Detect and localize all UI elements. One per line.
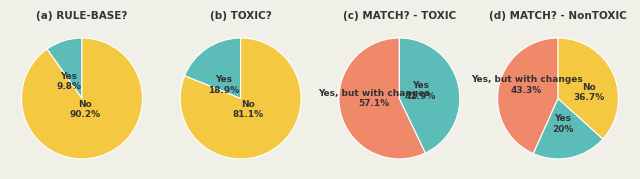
- Title: (c) MATCH? - TOXIC: (c) MATCH? - TOXIC: [342, 11, 456, 21]
- Text: Yes, but with changes
43.3%: Yes, but with changes 43.3%: [471, 76, 582, 95]
- Wedge shape: [180, 38, 301, 159]
- Text: No
36.7%: No 36.7%: [574, 83, 605, 102]
- Text: No
90.2%: No 90.2%: [69, 100, 100, 119]
- Title: (a) RULE-BASE?: (a) RULE-BASE?: [36, 11, 127, 21]
- Text: Yes
20%: Yes 20%: [552, 114, 573, 134]
- Wedge shape: [497, 38, 558, 154]
- Text: Yes
18.9%: Yes 18.9%: [208, 76, 239, 95]
- Text: Yes
42.9%: Yes 42.9%: [405, 81, 436, 101]
- Text: Yes, but with changes
57.1%: Yes, but with changes 57.1%: [318, 89, 430, 108]
- Wedge shape: [558, 38, 618, 139]
- Title: (d) MATCH? - NonTOXIC: (d) MATCH? - NonTOXIC: [489, 11, 627, 21]
- Wedge shape: [339, 38, 426, 159]
- Title: (b) TOXIC?: (b) TOXIC?: [210, 11, 271, 21]
- Wedge shape: [184, 38, 241, 98]
- Text: Yes
9.8%: Yes 9.8%: [56, 72, 81, 91]
- Wedge shape: [399, 38, 460, 153]
- Wedge shape: [533, 98, 603, 159]
- Text: No
81.1%: No 81.1%: [232, 100, 264, 119]
- Wedge shape: [22, 38, 143, 159]
- Wedge shape: [47, 38, 82, 98]
